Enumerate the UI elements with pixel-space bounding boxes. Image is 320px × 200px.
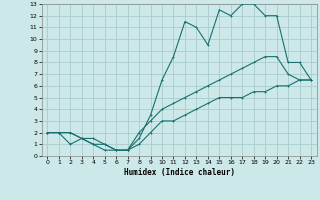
X-axis label: Humidex (Indice chaleur): Humidex (Indice chaleur) <box>124 168 235 177</box>
